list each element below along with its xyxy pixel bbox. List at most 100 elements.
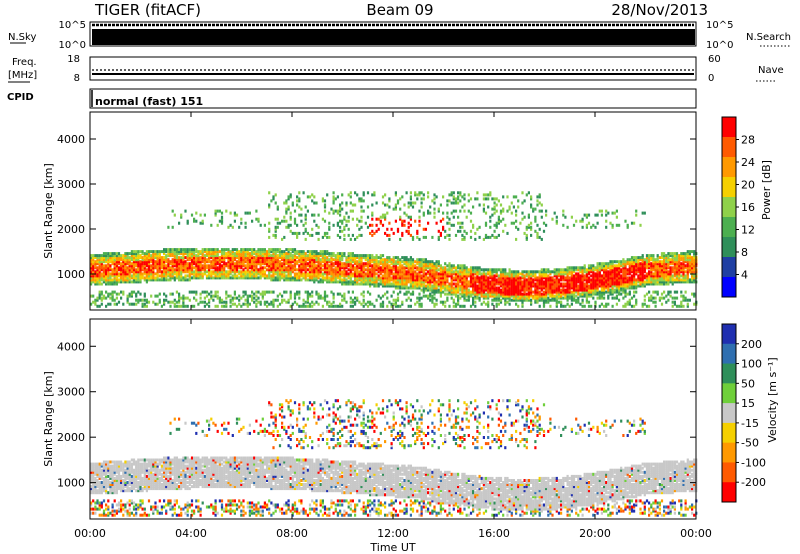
heatmap-cell: [336, 211, 339, 215]
heatmap-cell: [530, 302, 533, 306]
heatmap-cell: [291, 248, 294, 252]
heatmap-cell: [360, 205, 363, 209]
heatmap-cell: [231, 225, 234, 229]
heatmap-cell: [420, 296, 423, 300]
heatmap-cell: [356, 266, 359, 270]
heatmap-cell: [171, 266, 174, 270]
heatmap-cell: [330, 256, 333, 260]
heatmap-cell: [420, 304, 423, 308]
heatmap-cell: [197, 276, 200, 280]
heatmap-cell: [581, 274, 584, 278]
heatmap-cell: [525, 284, 528, 288]
heatmap-cell: [180, 296, 183, 300]
heatmap-cell: [373, 272, 376, 276]
heatmap-cell: [107, 294, 110, 298]
heatmap-cell: [624, 284, 627, 288]
heatmap-cell: [246, 268, 249, 272]
heatmap-cell: [360, 233, 363, 237]
heatmap-cell: [296, 302, 299, 306]
heatmap-cell: [611, 286, 614, 290]
heatmap-cell: [439, 266, 442, 270]
heatmap-cell: [304, 260, 307, 264]
heatmap-cell: [465, 282, 468, 286]
heatmap-cell: [577, 300, 580, 304]
heatmap-cell: [156, 266, 159, 270]
heatmap-cell: [641, 302, 644, 306]
heatmap-cell: [201, 256, 204, 260]
heatmap-cell: [128, 292, 131, 296]
heatmap-cell: [214, 268, 217, 272]
heatmap-cell: [109, 296, 112, 300]
heatmap-cell: [549, 294, 552, 298]
heatmap-cell: [384, 280, 387, 284]
heatmap-cell: [633, 258, 636, 262]
heatmap-cell: [173, 252, 176, 256]
heatmap-cell: [143, 302, 146, 306]
heatmap-cell: [551, 282, 554, 286]
heatmap-cell: [611, 223, 614, 227]
heatmap-cell: [231, 298, 234, 302]
heatmap-cell: [98, 258, 101, 262]
heatmap-cell: [562, 284, 565, 288]
heatmap-cell: [143, 298, 146, 302]
heatmap-cell: [615, 278, 618, 282]
heatmap-cell: [111, 256, 114, 260]
heatmap-cell: [145, 304, 148, 308]
heatmap-cell: [255, 304, 258, 308]
heatmap-cell: [424, 286, 427, 290]
heatmap-cell: [461, 270, 464, 274]
heatmap-cell: [330, 304, 333, 308]
heatmap-cell: [203, 268, 206, 272]
heatmap-cell: [377, 278, 380, 282]
heatmap-cell: [120, 296, 123, 300]
heatmap-cell: [197, 302, 200, 306]
heatmap-cell: [220, 298, 224, 302]
heatmap-cell: [300, 266, 303, 270]
heatmap-cell: [534, 292, 537, 296]
heatmap-cell: [555, 282, 558, 286]
heatmap-cell: [233, 270, 236, 274]
heatmap-cell: [150, 250, 153, 254]
heatmap-cell: [379, 278, 382, 282]
heatmap-cell: [158, 256, 161, 260]
heatmap-cell: [278, 260, 282, 264]
heatmap-cell: [476, 227, 479, 231]
heatmap-cell: [527, 270, 530, 274]
heatmap-cell: [371, 260, 374, 264]
heatmap-cell: [592, 268, 595, 272]
heatmap-cell: [317, 276, 320, 280]
heatmap-cell: [113, 298, 116, 302]
heatmap-cell: [560, 282, 563, 286]
heatmap-cell: [160, 250, 163, 254]
heatmap-cell: [463, 272, 466, 276]
nave-tick-top: 60: [708, 54, 721, 65]
heatmap-cell: [328, 254, 331, 258]
heatmap-cell: [251, 296, 254, 300]
heatmap-cell: [534, 284, 537, 288]
heatmap-cell: [633, 266, 636, 270]
heatmap-cell: [190, 262, 194, 266]
heatmap-cell: [281, 272, 284, 276]
heatmap-cell: [111, 254, 114, 258]
heatmap-cell: [263, 258, 266, 262]
heatmap-cell: [431, 294, 434, 298]
heatmap-cell: [321, 264, 324, 268]
heatmap-cell: [113, 264, 116, 268]
heatmap-cell: [641, 266, 644, 270]
heatmap-cell: [442, 195, 445, 199]
heatmap-cell: [469, 266, 473, 270]
heatmap-cell: [351, 256, 354, 260]
heatmap-cell: [491, 290, 494, 294]
heatmap-cell: [171, 276, 174, 280]
heatmap-cell: [356, 223, 359, 227]
heatmap-cell: [416, 274, 419, 278]
heatmap-cell: [147, 258, 151, 262]
heatmap-cell: [409, 203, 412, 207]
heatmap-cell: [107, 260, 110, 264]
heatmap-cell: [360, 260, 363, 264]
heatmap-cell: [242, 264, 245, 268]
heatmap-cell: [381, 302, 385, 306]
heatmap-cell: [523, 199, 526, 203]
heatmap-cell: [341, 274, 344, 278]
heatmap-cell: [549, 292, 552, 296]
